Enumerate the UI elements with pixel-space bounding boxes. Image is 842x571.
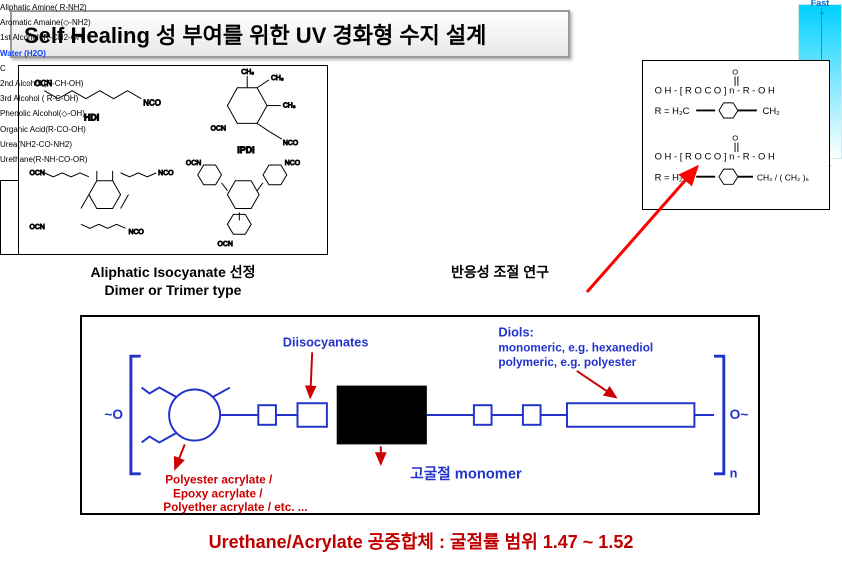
react-item: Phenolic Alcohol(◇-OH) (0, 106, 140, 121)
svg-text:NCO: NCO (143, 99, 161, 108)
urethane-acrylate-diagram: n ~O O~ Diisocyanates (82, 317, 758, 513)
svg-text:OCN: OCN (218, 241, 233, 248)
svg-text:CH₂: CH₂ (763, 106, 781, 117)
react-item: Urethane(R-NH-CO-OR) (0, 152, 140, 167)
svg-text:CH₃: CH₃ (241, 69, 254, 76)
svg-text:Diols:: Diols: (498, 325, 533, 340)
carbonate-diagram: O O H - [ R O C O ] n - R - O H R = H₂C … (647, 65, 825, 207)
reactivity-caption: 반응성 조절 연구 (400, 262, 600, 282)
svg-text:O: O (732, 67, 738, 76)
svg-text:monomeric, e.g. hexanediol: monomeric, e.g. hexanediol (498, 341, 653, 354)
svg-text:R = H₂C: R = H₂C (655, 173, 690, 184)
svg-text:고굴절 monomer: 고굴절 monomer (410, 466, 522, 483)
iso-caption-line2: Dimer or Trimer type (18, 282, 328, 298)
react-item: C (0, 61, 140, 76)
svg-text:NCO: NCO (285, 160, 301, 167)
svg-text:~O: ~O (104, 407, 123, 422)
svg-text:O H - [ R O C O ] n - R - O H: O H - [ R O C O ] n - R - O H (655, 152, 775, 163)
svg-text:OCN: OCN (211, 125, 226, 132)
svg-text:R = H₂C: R = H₂C (655, 106, 690, 117)
isocyanate-caption: Aliphatic Isocyanate 선정 Dimer or Trimer … (18, 262, 328, 298)
react-item: Organic Acid(R-CO-OH) (0, 122, 140, 137)
svg-text:NCO: NCO (128, 229, 144, 236)
react-item: Urea(NH2-CO-NH2) (0, 137, 140, 152)
svg-text:O H - [ R O C O ] n - R - O H: O H - [ R O C O ] n - R - O H (655, 85, 775, 96)
react-item: Aromatic Amaine(◇-NH2) (0, 15, 140, 30)
bottom-caption: Urethane/Acrylate 공중합체 : 굴절률 범위 1.47 ~ 1… (0, 528, 842, 554)
react-item-water: Water (H2O) (0, 46, 140, 61)
svg-text:OCN: OCN (186, 160, 201, 167)
svg-text:Epoxy acrylate /: Epoxy acrylate / (173, 487, 263, 500)
svg-text:CH₃: CH₃ (283, 103, 296, 110)
svg-text:CH₂ / ( CH₂ )₆: CH₂ / ( CH₂ )₆ (757, 173, 809, 183)
react-item: Aliphatic Amine( R-NH2) (0, 0, 140, 15)
urethane-acrylate-panel: n ~O O~ Diisocyanates (80, 315, 760, 515)
fast-label: Fast (798, 0, 842, 8)
react-item: 3rd Alcohol ( R-C-OH) (0, 91, 140, 106)
svg-text:NCO: NCO (158, 170, 174, 177)
svg-text:n: n (730, 466, 738, 481)
svg-text:OCN: OCN (30, 224, 45, 231)
react-item: 2nd Alcohol (R-CH-OH) (0, 76, 140, 91)
react-item: 1st Alcohol (R-CH2-OH) (0, 30, 140, 45)
svg-text:O~: O~ (730, 407, 749, 422)
svg-text:CH₃: CH₃ (271, 75, 284, 82)
svg-text:O: O (732, 134, 738, 143)
svg-text:NCO: NCO (283, 140, 299, 147)
svg-text:OCN: OCN (30, 170, 45, 177)
iso-caption-line1: Aliphatic Isocyanate 선정 (18, 262, 328, 282)
svg-text:Polyether acrylate / etc. ...: Polyether acrylate / etc. ... (163, 501, 307, 513)
svg-text:polymeric, e.g. polyester: polymeric, e.g. polyester (498, 356, 636, 369)
svg-text:Diisocyanates: Diisocyanates (283, 334, 369, 349)
svg-text:IPDI: IPDI (237, 145, 254, 155)
svg-text:Polyester acrylate /: Polyester acrylate / (165, 474, 273, 487)
reactivity-list: Aliphatic Amine( R-NH2) Aromatic Amaine(… (0, 0, 140, 167)
carbonate-panel: O O H - [ R O C O ] n - R - O H R = H₂C … (642, 60, 830, 210)
